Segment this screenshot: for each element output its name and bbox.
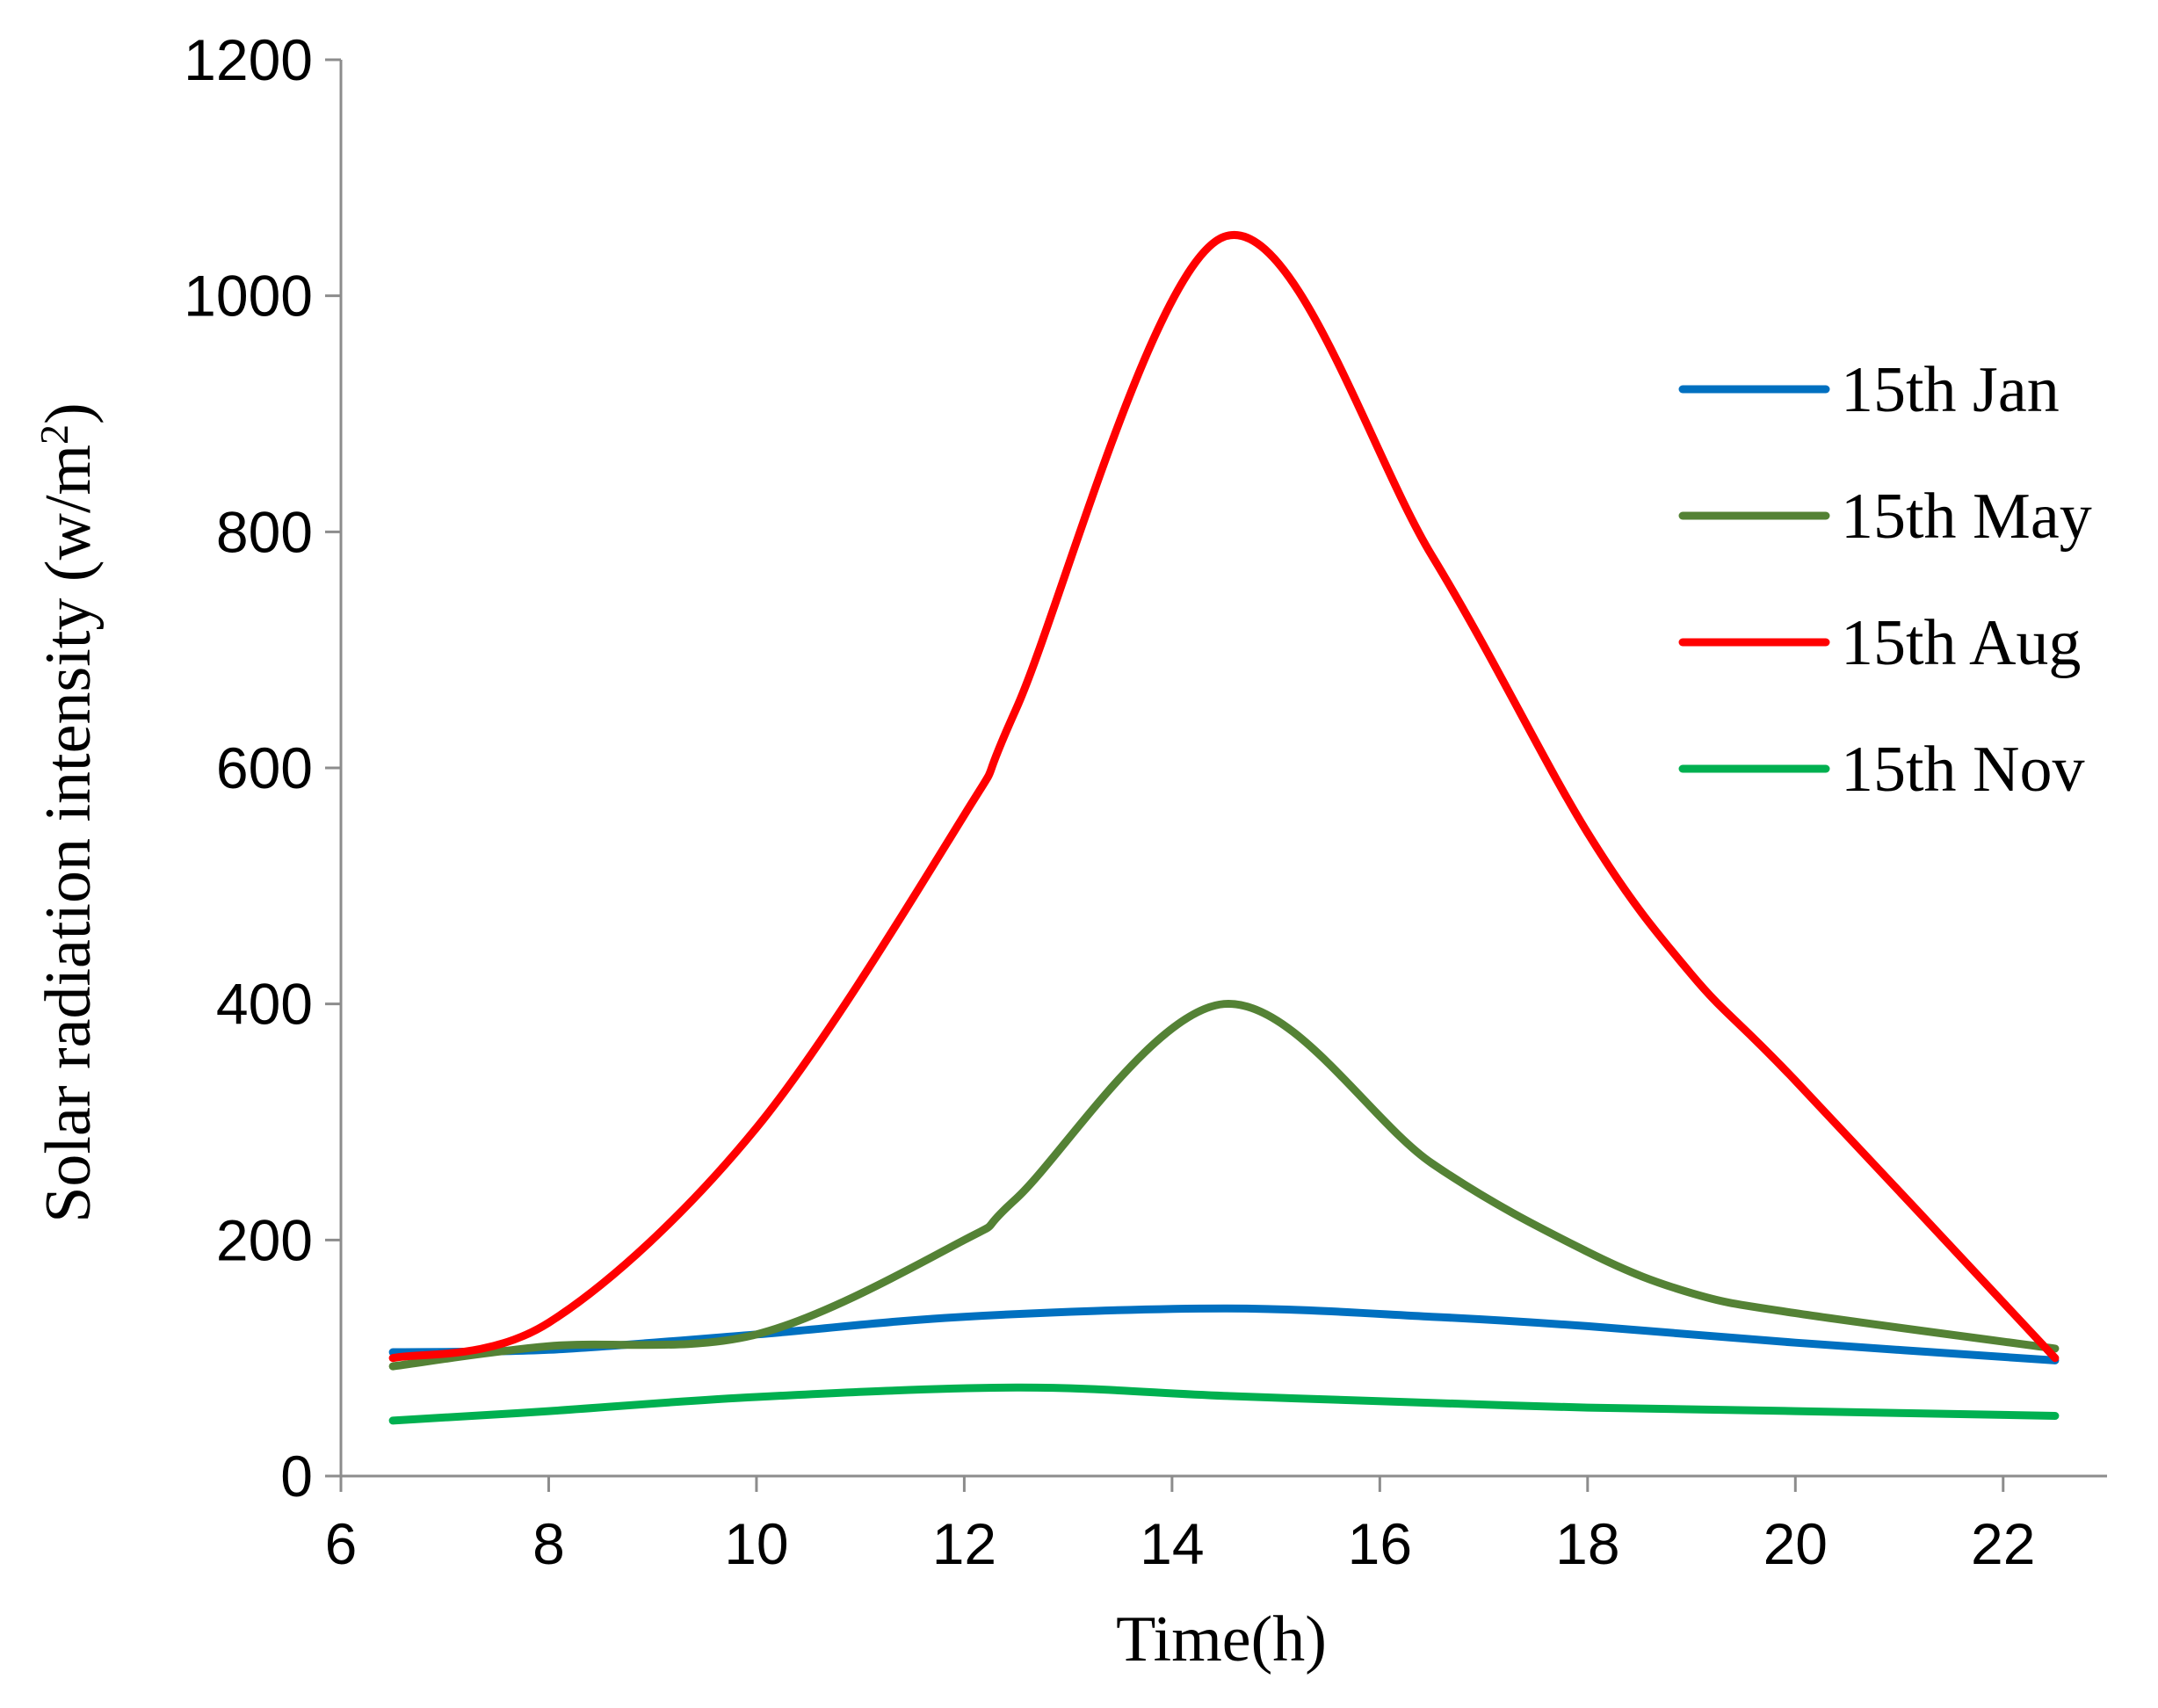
x-tick-label: 12	[932, 1511, 996, 1576]
x-tick-label: 6	[325, 1511, 358, 1576]
y-tick-label: 800	[216, 499, 313, 564]
y-tick-label: 400	[216, 972, 313, 1037]
legend-label-15th-aug: 15th Aug	[1841, 607, 2081, 679]
legend-label-15th-nov: 15th Nov	[1841, 734, 2085, 806]
x-tick-label: 20	[1763, 1511, 1828, 1576]
x-axis-title: Time(h)	[1116, 1603, 1327, 1675]
x-tick-label: 22	[1971, 1511, 2035, 1576]
series-line-15th-aug	[388, 230, 2060, 1363]
axes: 0 200 400 600 800 1000 1200 6 8 10 12 14 16 18 20 22	[184, 27, 2107, 1576]
y-tick-label: 1000	[184, 264, 313, 329]
y-axis-title: Solar radiation intensity (w/m2)	[32, 402, 105, 1222]
x-tick-label: 18	[1555, 1511, 1619, 1576]
y-axis-title-main: Solar radiation intensity (w/m	[33, 445, 105, 1223]
x-tick-label: 10	[724, 1511, 788, 1576]
legend-label-15th-jan: 15th Jan	[1841, 354, 2060, 426]
y-tick-label: 600	[216, 735, 313, 800]
y-tick-label: 0	[280, 1444, 313, 1509]
y-axis-title-end: )	[33, 402, 105, 424]
series-line-15th-may	[388, 1000, 2060, 1371]
y-tick-label: 1200	[184, 27, 313, 92]
series-line-15th-nov	[388, 1383, 2060, 1425]
x-tick-label: 14	[1140, 1511, 1204, 1576]
legend-label-15th-may: 15th May	[1841, 481, 2092, 553]
legend: 15th Jan 15th May 15th Aug 15th Nov	[1678, 354, 2092, 806]
x-tick-label: 16	[1348, 1511, 1412, 1576]
series-layer	[388, 230, 2060, 1425]
y-tick-label: 200	[216, 1207, 313, 1272]
x-tick-label: 8	[532, 1511, 565, 1576]
y-axis-title-superscript: 2	[32, 424, 76, 445]
